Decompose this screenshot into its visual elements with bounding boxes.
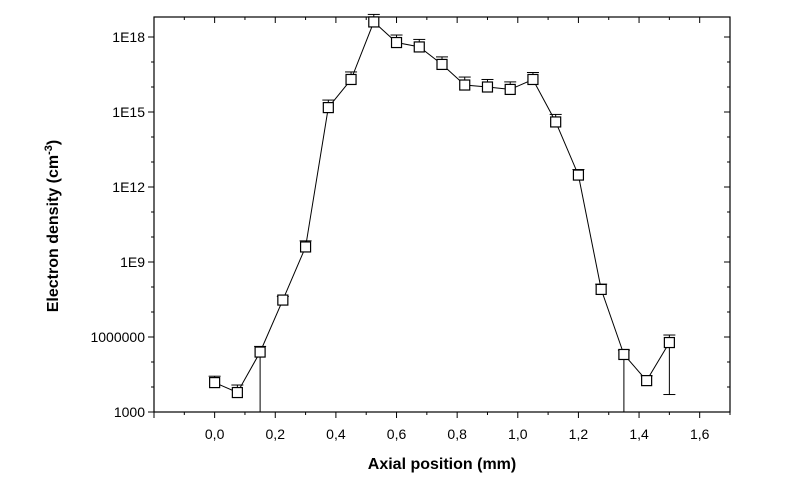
y-tick-label: 1E12: [112, 179, 145, 195]
x-tick-label: 1,0: [508, 426, 528, 442]
data-point: [368, 16, 380, 28]
y-tick-label: 1E15: [112, 104, 145, 120]
y-tick-label: 1E18: [112, 29, 145, 45]
y-tick-label: 1000: [114, 404, 145, 420]
y-axis-ticks: 1000 1000000 1E9 1E12 1E15 1E18: [90, 29, 730, 420]
data-point: [459, 79, 471, 91]
data-points: [209, 16, 675, 399]
data-point: [345, 73, 357, 86]
series-line-group: [214, 21, 670, 394]
x-tick-label: 0,8: [447, 426, 467, 442]
x-axis-title: Axial position (mm): [368, 456, 516, 473]
y-tick-label: 1E9: [120, 254, 145, 270]
data-point: [641, 375, 653, 387]
data-point: [436, 58, 448, 71]
data-point: [254, 346, 266, 358]
x-tick-label: 0,6: [387, 426, 407, 442]
data-point: [481, 81, 494, 93]
x-tick-label: 1,2: [569, 426, 589, 442]
y-axis-title-main: Electron density (cm: [45, 155, 62, 312]
x-tick-label: 1,6: [690, 426, 710, 442]
y-tick-label: 1000000: [90, 329, 145, 345]
y-axis-title: Electron density (cm-3): [43, 140, 62, 312]
series-line: [214, 21, 670, 394]
data-point: [595, 283, 607, 296]
data-point: [663, 336, 675, 349]
data-point: [618, 348, 630, 361]
data-point: [572, 169, 585, 181]
data-point: [413, 41, 425, 53]
data-point: [209, 376, 221, 389]
x-tick-label: 0,0: [205, 426, 225, 442]
x-tick-label: 0,2: [266, 426, 286, 442]
plot-border: [153, 16, 731, 413]
data-point: [527, 73, 539, 86]
plot-frame: [153, 16, 731, 413]
y-axis-title-sup: -3: [43, 145, 55, 155]
y-axis-title-close: ): [45, 140, 62, 145]
data-point: [390, 36, 403, 49]
x-axis-ticks: 0,0 0,2 0,4 0,6 0,8 1,0 1,2 1,4 1,6: [153, 17, 731, 442]
data-point: [231, 386, 243, 399]
data-point: [322, 101, 334, 114]
data-point: [550, 116, 562, 128]
x-tick-label: 1,4: [629, 426, 649, 442]
data-point: [277, 294, 289, 306]
x-tick-label: 0,4: [326, 426, 346, 442]
data-point: [299, 241, 312, 253]
data-point: [504, 83, 516, 96]
error-bars: [208, 13, 676, 412]
